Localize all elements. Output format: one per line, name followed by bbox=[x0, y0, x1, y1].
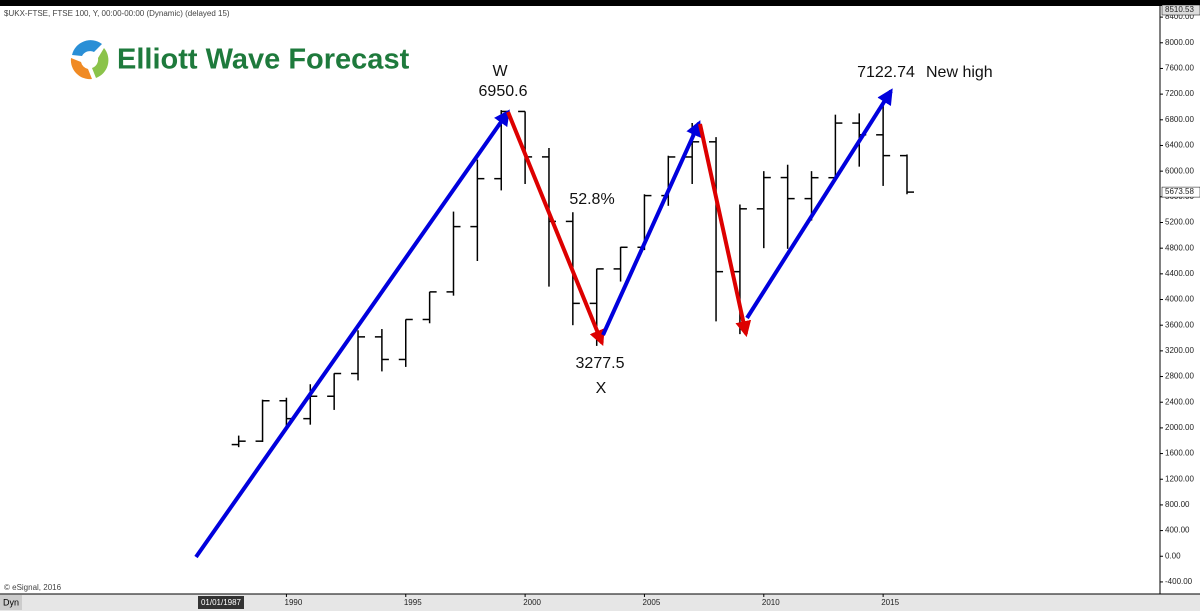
annotation: New high bbox=[926, 64, 993, 81]
y-tick-label: 1200.00 bbox=[1165, 474, 1194, 483]
x-tick-label: 2005 bbox=[643, 598, 661, 607]
wave-arrow bbox=[601, 120, 702, 336]
cursor-label: 01/01/1987 bbox=[201, 598, 242, 607]
y-tick-label: 1600.00 bbox=[1165, 449, 1194, 458]
top-bar bbox=[0, 0, 1200, 6]
annotation: 3277.5 bbox=[576, 355, 625, 372]
wave-arrow bbox=[194, 109, 510, 559]
y-tick-label: 2400.00 bbox=[1165, 397, 1194, 406]
price-label-box bbox=[1161, 186, 1200, 198]
x-tick-label: 1990 bbox=[285, 598, 303, 607]
mode[interactable]: Dyn bbox=[3, 597, 19, 607]
y-tick-label: 4800.00 bbox=[1165, 243, 1194, 252]
y-tick-label: 800.00 bbox=[1165, 500, 1190, 509]
x-tick-label: 2000 bbox=[523, 598, 541, 607]
wave-arrow bbox=[698, 123, 752, 338]
y-tick-label: 4000.00 bbox=[1165, 295, 1194, 304]
x-tick-label: 2015 bbox=[881, 598, 899, 607]
annotation: 52.8% bbox=[569, 191, 614, 208]
annotation: 7122.74 bbox=[857, 64, 915, 81]
y-tick-label: 6800.00 bbox=[1165, 115, 1194, 124]
y-tick-label: 7200.00 bbox=[1165, 89, 1194, 98]
annotation: W bbox=[492, 63, 508, 80]
y-tick-label: 8000.00 bbox=[1165, 38, 1194, 47]
y-tick-label: 0.00 bbox=[1165, 551, 1181, 560]
wave-arrow bbox=[745, 88, 893, 320]
cursor-box bbox=[198, 596, 244, 609]
y-tick-label: 3200.00 bbox=[1165, 346, 1194, 355]
price-label-box bbox=[1161, 4, 1200, 16]
annotation: X bbox=[596, 380, 607, 397]
watermark: © eSignal, 2016 bbox=[4, 583, 62, 592]
y-tick-label: -400.00 bbox=[1165, 577, 1193, 586]
y-tick-label: 6400.00 bbox=[1165, 141, 1194, 150]
y-tick-label: 4400.00 bbox=[1165, 269, 1194, 278]
y-tick-label: 6000.00 bbox=[1165, 166, 1194, 175]
mode-box[interactable] bbox=[0, 595, 22, 610]
y-tick-label: 400.00 bbox=[1165, 526, 1190, 535]
y-tick-label: 3600.00 bbox=[1165, 320, 1194, 329]
plot-area bbox=[231, 99, 914, 448]
x-tick-label: 2010 bbox=[762, 598, 780, 607]
y-tick-label: 2800.00 bbox=[1165, 372, 1194, 381]
annotation: 6950.6 bbox=[479, 83, 528, 100]
price-label: 5673.58 bbox=[1165, 187, 1194, 196]
x-axis-strip bbox=[0, 594, 1200, 611]
y-tick-label: 8400.00 bbox=[1165, 12, 1194, 21]
y-tick-label: 5200.00 bbox=[1165, 218, 1194, 227]
price-label: 8510.53 bbox=[1165, 5, 1194, 14]
logo-text: Elliott Wave Forecast bbox=[117, 44, 410, 76]
logo-icon bbox=[70, 40, 110, 80]
y-tick-label: 2000.00 bbox=[1165, 423, 1194, 432]
y-tick-label: 7600.00 bbox=[1165, 64, 1194, 73]
header: $UKX-FTSE, FTSE 100, Y, 00:00-00:00 (Dyn… bbox=[4, 9, 230, 18]
wave-arrow bbox=[506, 111, 605, 346]
x-tick-label: 1995 bbox=[404, 598, 422, 607]
